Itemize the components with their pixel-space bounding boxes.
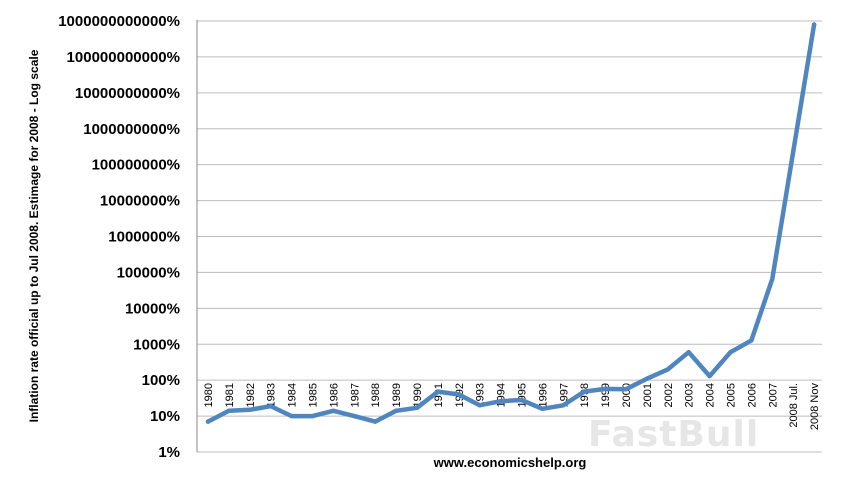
data-point [247, 407, 252, 412]
data-point [665, 367, 670, 372]
data-point [331, 408, 336, 413]
x-tick-label: 1981 [224, 383, 236, 407]
y-tick-labels: 1% 10% 100% 1000% 10000% 100000% 1000000% 10000… [58, 13, 180, 461]
data-point [414, 405, 420, 410]
x-tick-label: 1988 [370, 383, 382, 407]
data-point [540, 406, 545, 411]
y-tick-label: 100000% [117, 264, 180, 281]
x-tick-label: 2001 [642, 383, 654, 407]
x-tick-label: 1986 [328, 383, 340, 407]
data-point [728, 350, 733, 355]
x-tick-label: 1990 [412, 383, 424, 407]
y-tick-label: 100000000000% [67, 49, 180, 66]
x-tick-label: 2008 Nov [809, 383, 821, 431]
series-group [205, 22, 817, 424]
y-tick-label: 10000000000% [75, 85, 180, 102]
x-tick-label: 2007 [767, 383, 779, 407]
data-point [561, 403, 566, 408]
y-tick-label: 10000000% [100, 193, 180, 210]
x-tick-label: 1984 [287, 383, 299, 407]
y-tick-label: 1000000000000% [58, 13, 180, 30]
source-label: www.economicshelp.org [433, 455, 587, 470]
y-tick-label: 1000000000% [83, 121, 180, 138]
data-point [456, 392, 461, 397]
y-tick-label: 1% [158, 444, 180, 461]
data-point [226, 408, 232, 413]
watermark: FastBull [588, 414, 759, 455]
y-tick-label: 10000% [125, 300, 180, 317]
x-tick-label: 1983 [266, 383, 278, 407]
x-tick-label: 1996 [537, 383, 549, 407]
x-tick-label: 2008 Jul. [788, 383, 800, 428]
data-point [749, 338, 754, 343]
grid-lines [197, 20, 822, 453]
y-tick-label: 1000% [133, 336, 180, 353]
data-point [352, 413, 357, 419]
y-tick-label: 100000000% [92, 157, 180, 174]
data-point [623, 387, 629, 392]
data-point [310, 413, 315, 419]
y-tick-label: 100% [142, 372, 180, 389]
data-point [770, 276, 775, 282]
data-point [811, 22, 817, 27]
x-tick-label: 1987 [349, 383, 361, 407]
x-tick-label: 2005 [726, 383, 738, 407]
y-tick-label: 1000000% [108, 229, 180, 246]
data-point [498, 399, 503, 404]
series-line [205, 22, 817, 424]
data-point [373, 419, 378, 424]
data-point [435, 389, 441, 394]
y-axis-label: Inflation rate official up to Jul 2008. … [27, 49, 41, 422]
data-point [707, 373, 712, 379]
x-tick-label: 2002 [663, 383, 675, 407]
data-point [268, 403, 273, 409]
x-tick-label: 1982 [245, 383, 257, 407]
data-point [393, 408, 399, 413]
data-point [519, 397, 524, 403]
data-point [289, 413, 294, 419]
data-point [477, 403, 482, 408]
data-point [644, 376, 650, 381]
x-tick-label: 1980 [203, 383, 215, 407]
x-tick-label: 2004 [705, 383, 717, 407]
x-tick-label: 2006 [746, 383, 758, 407]
data-point [582, 389, 587, 394]
x-tick-label: 1991 [433, 383, 445, 407]
x-tick-label: 1989 [391, 383, 403, 407]
data-point [205, 419, 211, 424]
data-point [602, 386, 608, 392]
y-tick-label: 10% [150, 408, 180, 425]
data-point [686, 350, 691, 355]
x-tick-label: 1985 [308, 383, 320, 407]
x-tick-label: 1993 [475, 383, 487, 407]
x-tick-label: 2003 [684, 383, 696, 407]
data-point [791, 149, 796, 154]
